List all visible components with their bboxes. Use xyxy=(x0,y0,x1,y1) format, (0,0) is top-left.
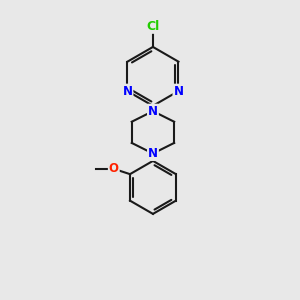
Text: N: N xyxy=(122,85,132,98)
Text: N: N xyxy=(173,85,183,98)
Text: N: N xyxy=(148,147,158,160)
Text: N: N xyxy=(148,105,158,118)
Text: Cl: Cl xyxy=(146,20,160,33)
Text: O: O xyxy=(109,162,119,175)
